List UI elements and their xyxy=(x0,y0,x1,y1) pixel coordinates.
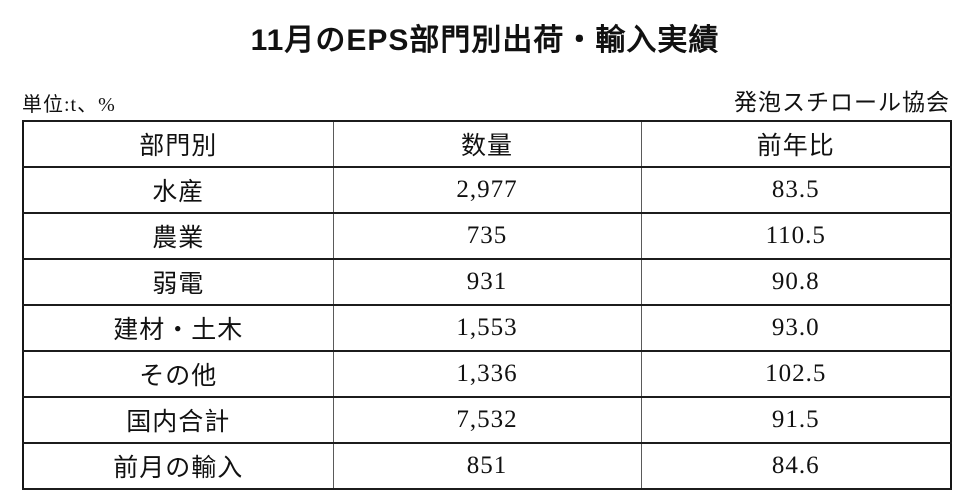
quantity-cell: 851 xyxy=(332,442,642,490)
yoy-cell: 91.5 xyxy=(640,396,952,444)
report-table: 部門別 数量 前年比 水産 2,977 83.5 農業 735 110.5 弱電… xyxy=(22,120,952,490)
table-row: 前月の輸入 851 84.6 xyxy=(22,442,952,490)
yoy-cell: 90.8 xyxy=(640,258,952,306)
source-label: 発泡スチロール協会 xyxy=(734,90,950,115)
header-row: 部門別 数量 前年比 xyxy=(22,120,952,168)
table-row: 農業 735 110.5 xyxy=(22,212,952,260)
unit-note: 単位:t、% xyxy=(22,94,116,116)
yoy-cell: 93.0 xyxy=(640,304,952,352)
table-row: 建材・土木 1,553 93.0 xyxy=(22,304,952,352)
col-header-quantity: 数量 xyxy=(332,120,642,168)
category-cell: 国内合計 xyxy=(22,396,334,444)
category-cell: 弱電 xyxy=(22,258,334,306)
quantity-cell: 931 xyxy=(332,258,642,306)
quantity-cell: 2,977 xyxy=(332,166,642,214)
category-cell: 前月の輸入 xyxy=(22,442,334,490)
table-row: 国内合計 7,532 91.5 xyxy=(22,396,952,444)
category-cell: 建材・土木 xyxy=(22,304,334,352)
quantity-cell: 735 xyxy=(332,212,642,260)
table-row: 水産 2,977 83.5 xyxy=(22,166,952,214)
meta-row: 単位:t、% 発泡スチロール協会 xyxy=(22,83,950,117)
report-title: 11月のEPS部門別出荷・輸入実績 xyxy=(250,24,720,57)
table-row: 弱電 931 90.8 xyxy=(22,258,952,306)
col-header-category: 部門別 xyxy=(22,120,334,168)
yoy-cell: 110.5 xyxy=(640,212,952,260)
quantity-cell: 1,336 xyxy=(332,350,642,398)
quantity-cell: 7,532 xyxy=(332,396,642,444)
yoy-cell: 102.5 xyxy=(640,350,952,398)
category-cell: その他 xyxy=(22,350,334,398)
yoy-cell: 83.5 xyxy=(640,166,952,214)
category-cell: 農業 xyxy=(22,212,334,260)
quantity-cell: 1,553 xyxy=(332,304,642,352)
col-header-yoy: 前年比 xyxy=(640,120,952,168)
category-cell: 水産 xyxy=(22,166,334,214)
table-row: その他 1,336 102.5 xyxy=(22,350,952,398)
yoy-cell: 84.6 xyxy=(640,442,952,490)
